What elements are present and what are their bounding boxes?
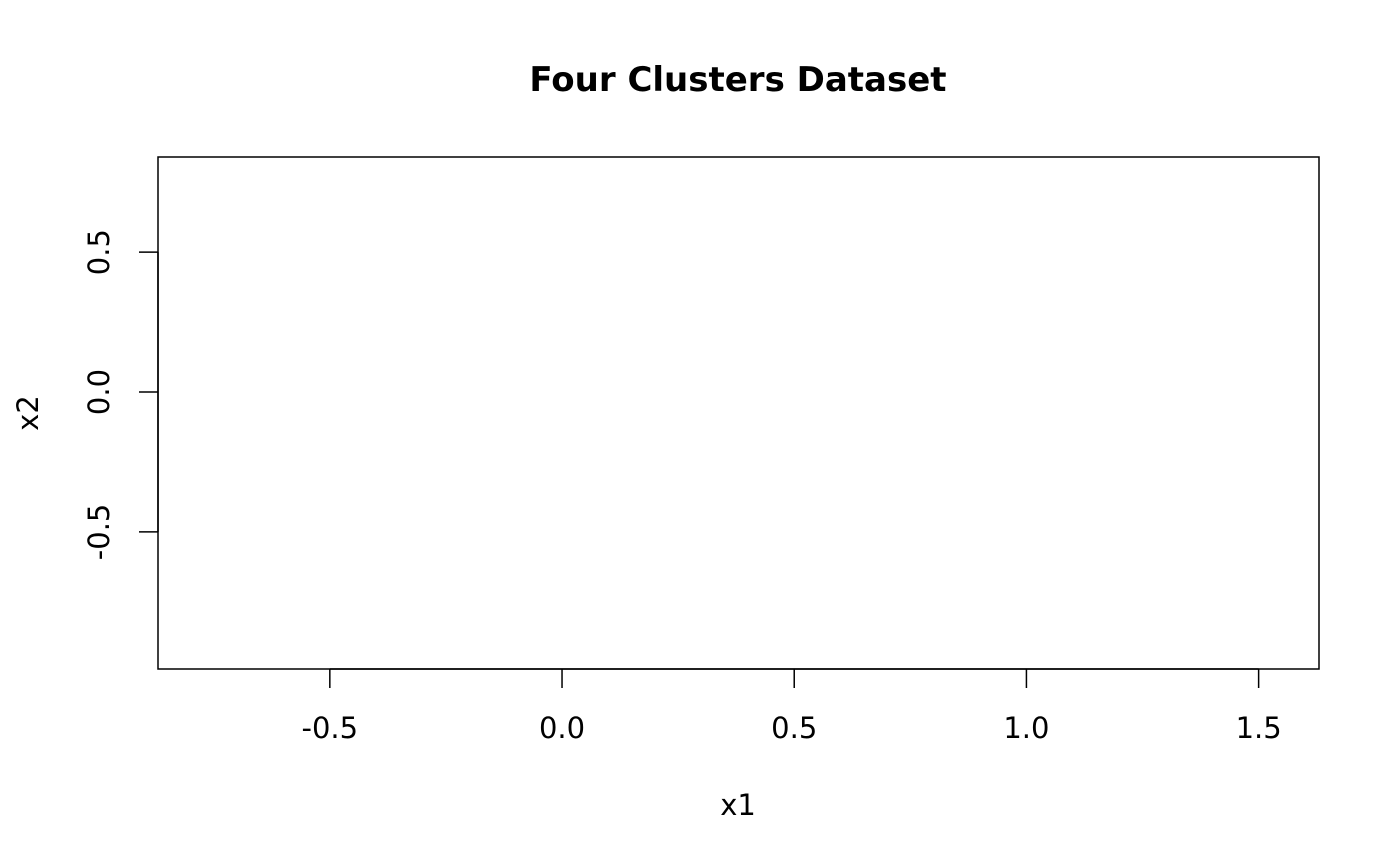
x-tick-label: 0.0 xyxy=(539,711,585,745)
y-tick-label: -0.5 xyxy=(82,504,116,561)
y-tick-label: 0.5 xyxy=(82,229,116,275)
y-axis: -0.5 0.0 0.5 xyxy=(82,229,159,561)
x-tick-label: 1.0 xyxy=(1003,711,1049,745)
y-tick-label: 0.0 xyxy=(82,369,116,415)
chart-title: Four Clusters Dataset xyxy=(529,60,946,100)
x-tick-label: 1.5 xyxy=(1236,711,1282,745)
y-axis-label: x2 xyxy=(11,395,45,431)
x-tick-label: -0.5 xyxy=(302,711,359,745)
plot-area xyxy=(157,156,1320,670)
x-axis: -0.5 0.0 0.5 1.0 1.5 xyxy=(302,668,1282,745)
x-axis-label: x1 xyxy=(720,788,756,822)
x-tick-label: 0.5 xyxy=(771,711,817,745)
